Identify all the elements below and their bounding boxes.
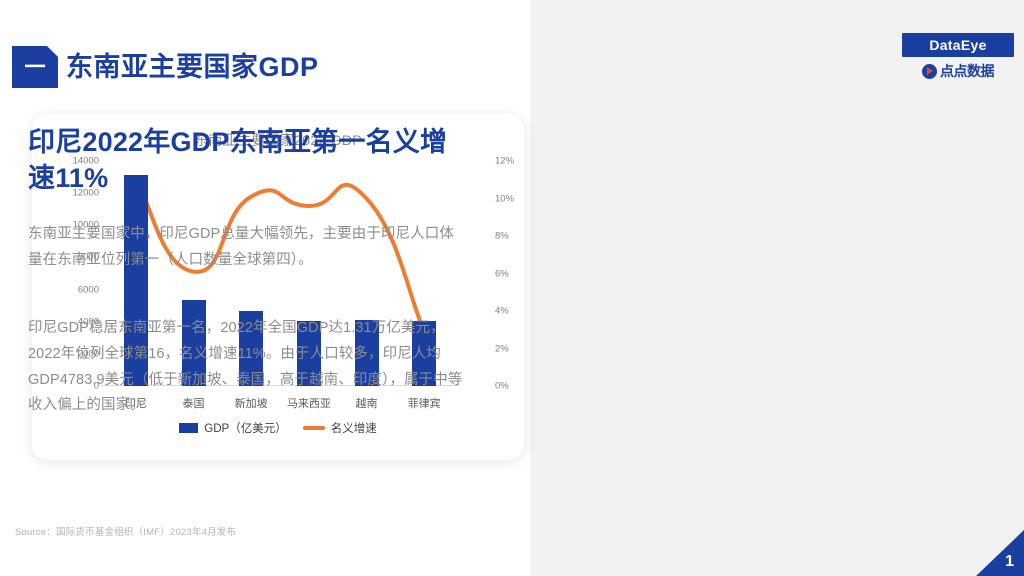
y-axis-right-tick: 8% [495, 230, 509, 242]
x-axis-category-label: 马来西亚 [286, 398, 331, 410]
y-axis-right-tick: 0% [495, 380, 509, 392]
right-content-panel [530, 0, 1024, 576]
logo-brand-text: DataEye [902, 33, 1014, 57]
x-axis-category-label: 越南 [355, 398, 378, 410]
y-axis-left-tick: 12000 [72, 187, 99, 199]
play-circle-icon [922, 63, 937, 79]
logo-subbrand-text: 点点数据 [940, 63, 995, 79]
chart-legend: GDP（亿美元） 名义增速 [32, 420, 524, 436]
chart-title: 东南亚主要国家2022 GDP [194, 132, 362, 148]
x-axis-category-label: 新加坡 [234, 398, 268, 410]
chart-bar [123, 175, 148, 386]
y-axis-right-tick: 12% [495, 155, 515, 167]
y-axis-left-tick: 8000 [77, 251, 99, 263]
y-axis-right-tick: 4% [495, 305, 509, 317]
y-axis-left-tick: 6000 [77, 284, 99, 296]
chart-bar [239, 310, 264, 386]
y-axis-left-tick: 10000 [72, 219, 99, 231]
y-axis-left-tick: 4000 [77, 316, 99, 328]
page-title: 东南亚主要国家GDP [66, 52, 319, 82]
y-axis-left-tick: 0 [93, 380, 99, 392]
chart-bar [354, 320, 379, 386]
x-axis-category-label: 印尼 [124, 398, 147, 410]
chart-bar [181, 299, 206, 386]
legend-swatch-bar-icon [179, 423, 199, 433]
y-axis-right-tick: 10% [495, 193, 515, 204]
x-axis-line [100, 385, 460, 386]
chart-bar [296, 320, 321, 386]
insight-paragraph-1: 东南亚主要国家中，印尼GDP总量大幅领先，主要由于印尼人口体量在东南亚位列第一（… [28, 226, 454, 268]
legend-item-growth: 名义增速 [302, 420, 377, 436]
y-axis-right-tick: 6% [495, 268, 509, 279]
section-badge-glyph: 一 [24, 55, 46, 79]
chart-bar [412, 321, 437, 386]
legend-label-gdp: GDP（亿美元） [204, 423, 287, 435]
y-axis-left-tick: 14000 [72, 155, 99, 167]
legend-item-gdp: GDP（亿美元） [179, 420, 287, 436]
legend-swatch-line-icon [302, 426, 325, 430]
slide-header: 一 东南亚主要国家GDP [0, 44, 530, 90]
page-number: 1 [1005, 553, 1014, 570]
y-axis-right-tick: 2% [495, 343, 509, 354]
insight-title: 印尼2022年GDP东南亚第一名义增速11% [28, 127, 448, 194]
logo-subbrand: 点点数据 [902, 61, 1014, 81]
dataeye-logo: DataEye 点点数据 [902, 33, 1014, 81]
source-note: Source：国际货币基金组织（IMF）2023年4月发布 [15, 527, 237, 538]
y-axis-left-tick: 2000 [77, 348, 99, 360]
legend-label-growth: 名义增速 [330, 423, 377, 435]
insight-paragraph-2: 印尼GDP稳居东南亚第一名，2022年全国GDP达1.31万亿美元，2022年位… [28, 320, 463, 414]
x-axis-category-label: 菲律宾 [407, 398, 441, 410]
x-axis-category-label: 泰国 [182, 398, 205, 410]
section-number-badge: 一 [12, 46, 58, 88]
